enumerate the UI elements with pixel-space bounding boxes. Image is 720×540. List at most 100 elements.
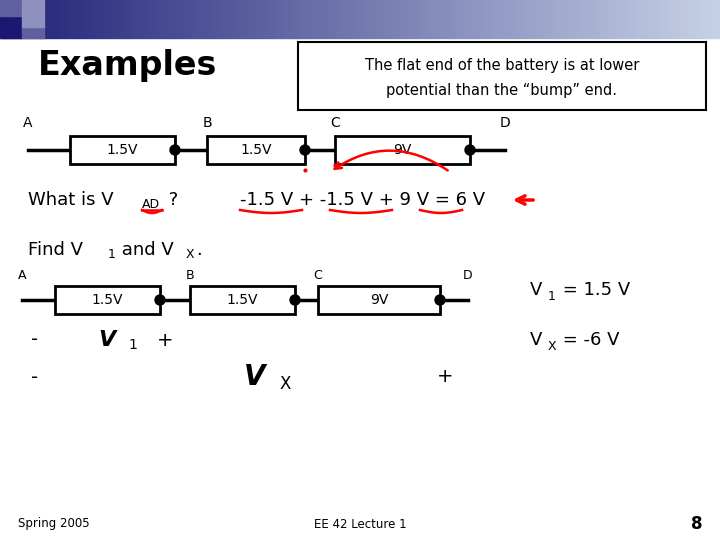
Bar: [346, 0, 349, 38]
Bar: [677, 0, 680, 38]
Bar: [569, 0, 572, 38]
Bar: [385, 0, 389, 38]
Bar: [468, 0, 472, 38]
Text: What is V: What is V: [28, 191, 114, 209]
Bar: [706, 0, 709, 38]
Text: 1.5V: 1.5V: [107, 143, 138, 157]
Bar: [536, 0, 540, 38]
Text: EE 42 Lecture 1: EE 42 Lecture 1: [314, 517, 406, 530]
Text: potential than the “bump” end.: potential than the “bump” end.: [387, 84, 618, 98]
Bar: [130, 0, 133, 38]
Bar: [655, 0, 659, 38]
Bar: [29, 0, 32, 38]
Bar: [122, 0, 126, 38]
Bar: [648, 0, 652, 38]
Bar: [490, 0, 493, 38]
Bar: [0, 0, 22, 16]
Bar: [324, 0, 328, 38]
Bar: [191, 0, 194, 38]
Bar: [547, 0, 551, 38]
Bar: [396, 0, 400, 38]
Bar: [79, 0, 83, 38]
Bar: [389, 0, 392, 38]
Bar: [22, 27, 44, 38]
Text: and V: and V: [116, 241, 174, 259]
Bar: [248, 0, 252, 38]
Bar: [230, 0, 234, 38]
Bar: [526, 0, 529, 38]
Text: D: D: [500, 116, 510, 130]
Bar: [101, 0, 104, 38]
Bar: [25, 0, 29, 38]
Bar: [108, 0, 112, 38]
Text: AD: AD: [142, 198, 160, 211]
Bar: [43, 0, 47, 38]
Bar: [616, 0, 619, 38]
Bar: [256, 0, 259, 38]
Bar: [432, 0, 436, 38]
Bar: [688, 0, 691, 38]
Bar: [673, 0, 677, 38]
Bar: [630, 0, 634, 38]
Text: 1: 1: [548, 289, 556, 302]
Bar: [338, 0, 342, 38]
Bar: [464, 0, 468, 38]
Bar: [403, 0, 407, 38]
Text: V: V: [99, 330, 116, 350]
Bar: [112, 0, 115, 38]
Bar: [209, 0, 212, 38]
Bar: [162, 0, 166, 38]
Bar: [666, 0, 670, 38]
Bar: [58, 0, 61, 38]
Bar: [320, 0, 324, 38]
Bar: [298, 42, 706, 110]
Text: 9V: 9V: [370, 293, 388, 307]
Bar: [205, 0, 209, 38]
Bar: [353, 0, 356, 38]
Circle shape: [290, 295, 300, 305]
Bar: [245, 0, 248, 38]
Circle shape: [435, 295, 445, 305]
Bar: [587, 0, 590, 38]
Text: 9V: 9V: [393, 143, 412, 157]
Text: C: C: [314, 269, 323, 282]
Bar: [482, 0, 486, 38]
Bar: [173, 0, 176, 38]
Bar: [72, 0, 76, 38]
Bar: [70, 136, 175, 164]
Bar: [508, 0, 511, 38]
Bar: [76, 0, 79, 38]
Bar: [187, 0, 191, 38]
Bar: [400, 0, 403, 38]
Bar: [234, 0, 238, 38]
Text: ?: ?: [163, 191, 179, 209]
Bar: [713, 0, 716, 38]
Bar: [709, 0, 713, 38]
Bar: [86, 0, 90, 38]
Bar: [634, 0, 637, 38]
Bar: [238, 0, 241, 38]
Bar: [252, 0, 256, 38]
Bar: [104, 0, 108, 38]
Text: -: -: [32, 330, 39, 349]
Bar: [500, 0, 504, 38]
Bar: [40, 0, 43, 38]
Text: = -6 V: = -6 V: [557, 331, 619, 349]
Bar: [61, 0, 65, 38]
Bar: [382, 0, 385, 38]
Text: Spring 2005: Spring 2005: [18, 517, 89, 530]
Text: 1: 1: [108, 248, 116, 261]
Bar: [454, 0, 457, 38]
Bar: [65, 0, 68, 38]
Bar: [421, 0, 425, 38]
Bar: [450, 0, 454, 38]
Text: V: V: [530, 331, 542, 349]
Bar: [274, 0, 277, 38]
Bar: [266, 0, 270, 38]
Bar: [518, 0, 522, 38]
Bar: [295, 0, 299, 38]
Circle shape: [300, 145, 310, 155]
Bar: [529, 0, 533, 38]
Text: C: C: [330, 116, 340, 130]
Circle shape: [465, 145, 475, 155]
